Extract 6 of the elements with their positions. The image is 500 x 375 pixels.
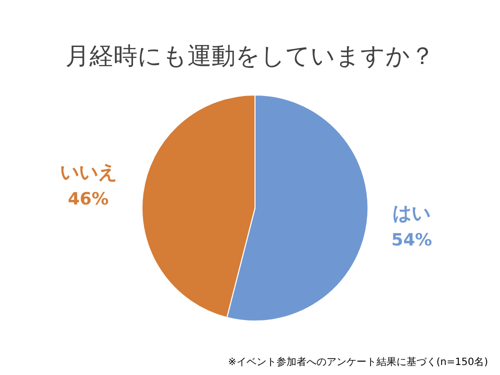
slice-label: いいえ — [60, 162, 117, 184]
slice-label: はい — [392, 202, 431, 224]
text: ※イベント参加者へのアンケート結果に基づく(n=150名) — [228, 356, 488, 369]
chart-title: 月経時にも運動をしていますか？ — [64, 41, 436, 72]
data-label: 46% — [68, 190, 109, 210]
data-label: 54% — [391, 230, 432, 250]
